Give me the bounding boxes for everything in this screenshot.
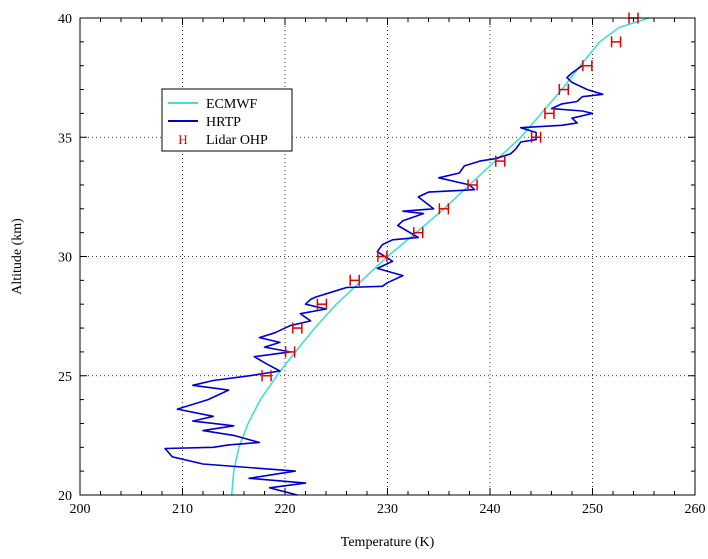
data-point-lidar-ohp bbox=[377, 251, 388, 262]
grid-layer bbox=[80, 18, 695, 495]
x-tick-label: 220 bbox=[275, 502, 296, 517]
x-tick-label: 230 bbox=[377, 502, 398, 517]
data-point-lidar-ohp bbox=[530, 131, 542, 143]
data-point-lidar-ohp bbox=[316, 298, 328, 310]
data-point-lidar-ohp bbox=[495, 155, 506, 167]
data-point-lidar-ohp bbox=[467, 179, 478, 191]
legend-label-ecmwf: ECMWF bbox=[206, 97, 258, 112]
x-tick-label: 210 bbox=[172, 502, 193, 517]
tick-layer: 200 210 220 230 240 250 260 20 25 30 35 40 bbox=[58, 12, 706, 517]
x-tick-label: 200 bbox=[70, 502, 91, 517]
data-point-lidar-ohp bbox=[610, 36, 622, 48]
data-point-lidar-ohp bbox=[292, 322, 303, 334]
legend-swatch-lidar-ohp: H bbox=[178, 132, 187, 147]
data-point-lidar-ohp bbox=[261, 370, 272, 382]
series-line-ecmwf bbox=[230, 17, 650, 496]
y-tick-label: 35 bbox=[58, 131, 72, 146]
y-tick-label: 20 bbox=[58, 489, 72, 504]
data-point-lidar-ohp bbox=[582, 60, 593, 72]
legend: ECMWF HRTP H Lidar OHP bbox=[161, 88, 293, 152]
y-tick-label: 40 bbox=[58, 12, 72, 27]
y-tick-label: 30 bbox=[58, 251, 72, 266]
data-point-lidar-ohp bbox=[558, 84, 570, 96]
data-point-lidar-ohp bbox=[438, 203, 450, 215]
x-tick-label: 250 bbox=[582, 502, 603, 517]
series-layer bbox=[164, 12, 650, 496]
x-tick-label: 260 bbox=[685, 502, 706, 517]
legend-label-hrtp: HRTP bbox=[206, 115, 241, 130]
data-point-lidar-ohp bbox=[544, 107, 555, 119]
y-axis-label: Altitude (km) bbox=[10, 218, 25, 295]
data-point-lidar-ohp bbox=[284, 346, 296, 358]
legend-label-lidar-ohp: Lidar OHP bbox=[206, 133, 268, 148]
y-tick-label: 25 bbox=[58, 370, 72, 385]
x-axis-label: Temperature (K) bbox=[341, 535, 435, 550]
data-point-lidar-ohp bbox=[349, 274, 360, 286]
x-tick-label: 240 bbox=[480, 502, 501, 517]
data-point-lidar-ohp bbox=[413, 227, 424, 239]
series-line-hrtp bbox=[164, 65, 604, 496]
